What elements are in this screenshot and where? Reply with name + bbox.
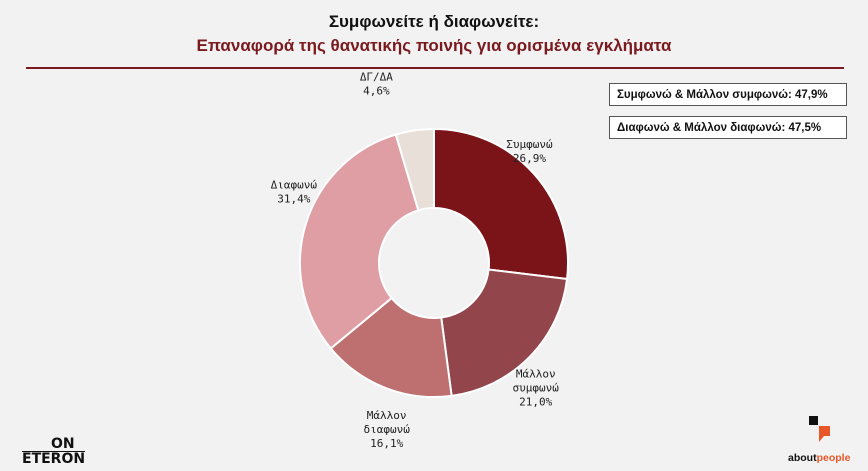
slice-value-label: 26,9% [513,152,546,165]
slice-category-label: ΔΓ/ΔΑ [360,71,393,84]
slice-category-label: διαφωνώ [363,423,410,436]
eteron-logo-name: ETERON [22,451,86,467]
disagree-total-box: Διαφωνώ & Μάλλον διαφωνώ: 47,5% [609,116,847,139]
donut-slice [394,127,435,212]
aboutpeople-icon [809,416,830,442]
aboutpeople-logo: aboutpeople [788,452,850,464]
slice-value-label: 31,4% [277,192,310,205]
agree-total-box: Συμφωνώ & Μάλλον συμφωνώ: 47,9% [609,83,847,106]
slice-label: Μάλλον συμφωνώ 21,0% [513,367,560,408]
slice-label: ΔΓ/ΔΑ 4,6% [360,71,393,98]
chart-subtitle: Επαναφορά της θανατικής ποινής για ορισμ… [196,36,672,55]
slice-label: Μάλλον διαφωνώ 16,1% [363,409,410,450]
eteron-logo: ON ETERON [22,436,86,467]
slice-category-label: Συμφωνώ [506,138,553,151]
donut-slice [329,296,453,398]
aboutpeople-logo-about: about [788,452,817,464]
slice-value-label: 4,6% [363,85,390,98]
title-divider [26,67,844,69]
slice-value-label: 21,0% [519,395,552,408]
slice-category-label: Μάλλον [367,409,407,422]
slice-category-label: Διαφωνώ [271,178,318,191]
aboutpeople-logo-people: people [816,452,851,464]
donut-slice [433,127,569,281]
chart-title: Συμφωνείτε ή διαφωνείτε: [328,12,540,31]
slice-value-label: 16,1% [370,437,403,450]
slice-label: Συμφωνώ 26,9% [506,138,553,165]
eteron-logo-on: ON [51,436,75,452]
slice-label: Διαφωνώ 31,4% [271,178,318,205]
slice-category-label: συμφωνώ [513,381,560,394]
slice-category-label: Μάλλον [516,367,556,380]
donut-slice [440,268,569,397]
donut-slice [299,133,420,350]
